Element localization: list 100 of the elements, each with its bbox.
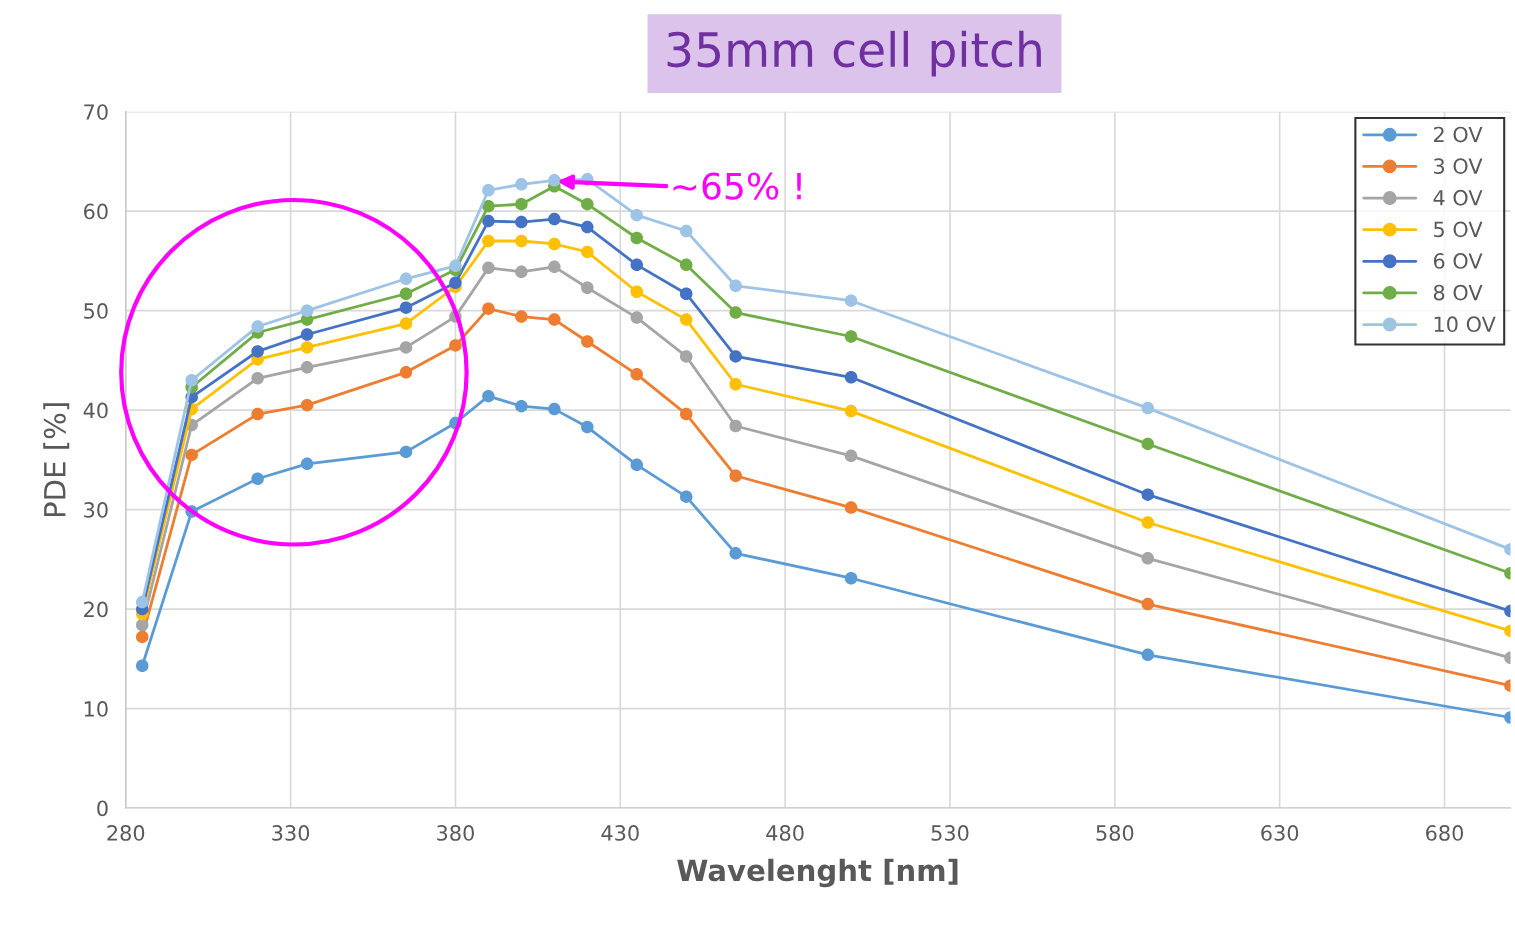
point	[1141, 552, 1155, 565]
point	[135, 618, 149, 632]
y-tick-label: 10	[84, 701, 108, 717]
point	[399, 445, 413, 459]
x-tick-label: 480	[766, 825, 804, 841]
x-tick-label: 380	[437, 825, 474, 841]
point	[251, 320, 264, 333]
x-tick-label: 330	[272, 825, 310, 841]
point	[581, 281, 594, 294]
y-tick-label: 20	[84, 601, 108, 618]
point	[581, 220, 594, 234]
point	[844, 294, 858, 307]
point	[300, 341, 314, 354]
y-tick-label: 40	[83, 402, 108, 419]
x-tick-label: 430	[601, 825, 639, 841]
annotation: ~65% !	[673, 172, 801, 200]
x-tick-label: 680	[1426, 825, 1464, 841]
legend-label: 2 OV	[1433, 126, 1483, 143]
point	[482, 261, 495, 275]
point	[548, 174, 561, 187]
chart-title: 35mm cell pitch	[667, 30, 1041, 77]
legend-label: 8 OV	[1433, 284, 1483, 301]
point	[630, 311, 644, 324]
point	[548, 237, 561, 251]
point	[844, 501, 858, 514]
y-tick-label: 70	[84, 104, 108, 120]
point	[399, 366, 413, 379]
point	[1141, 648, 1155, 662]
point	[482, 214, 495, 228]
point	[449, 259, 462, 273]
y-tick-label: 30	[84, 502, 108, 518]
point	[135, 595, 149, 609]
point	[679, 313, 693, 326]
point	[844, 371, 858, 384]
point	[844, 571, 858, 585]
point	[135, 659, 149, 673]
point	[515, 265, 528, 279]
point	[482, 302, 495, 315]
point	[135, 630, 149, 644]
point	[300, 361, 314, 374]
point	[729, 306, 742, 319]
point	[482, 184, 495, 197]
point	[251, 372, 264, 385]
point	[630, 368, 644, 381]
point	[679, 287, 693, 300]
point	[482, 199, 495, 213]
point	[399, 272, 413, 286]
point	[548, 260, 561, 274]
point	[482, 389, 495, 403]
x-axis-title: Wavelenght [nm]	[677, 858, 958, 888]
point	[1141, 488, 1155, 501]
y-tick-label: 50	[84, 303, 108, 319]
point	[515, 234, 528, 248]
point	[185, 374, 198, 387]
point	[300, 304, 314, 317]
point	[729, 469, 742, 483]
x-tick-label: 630	[1261, 825, 1299, 841]
point	[1141, 597, 1155, 611]
point	[449, 276, 462, 290]
point	[679, 490, 693, 503]
point	[630, 258, 644, 272]
y-tick-label: 0	[97, 800, 108, 817]
point	[300, 457, 314, 471]
point	[844, 404, 858, 418]
point	[729, 547, 742, 560]
point	[679, 407, 693, 421]
point	[729, 279, 742, 293]
point	[679, 258, 693, 272]
point	[1141, 401, 1155, 415]
point	[844, 330, 858, 343]
point	[729, 419, 742, 433]
point	[300, 398, 314, 412]
point	[581, 245, 594, 259]
point	[399, 287, 413, 300]
point	[581, 197, 594, 211]
legend-label: 3 OV	[1434, 158, 1483, 175]
x-tick-label: 530	[931, 825, 969, 841]
point	[581, 420, 594, 434]
point	[630, 285, 644, 298]
point	[515, 310, 528, 323]
point	[729, 350, 742, 363]
legend-label: 10 OV	[1434, 316, 1496, 333]
point	[630, 208, 644, 222]
point	[515, 215, 528, 229]
point	[399, 317, 413, 330]
point	[482, 234, 495, 248]
y-tick-label: 60	[84, 203, 108, 220]
x-tick-label: 280	[107, 825, 145, 841]
point	[548, 212, 561, 226]
point	[1141, 437, 1155, 451]
point	[630, 458, 644, 472]
point	[251, 472, 264, 485]
point	[185, 448, 198, 462]
point	[449, 339, 462, 352]
y-axis-title: PDE [%]	[43, 403, 70, 517]
point	[251, 345, 264, 358]
point	[548, 313, 561, 326]
point	[581, 335, 594, 348]
legend-label: 4 OV	[1433, 189, 1483, 206]
x-tick-label: 580	[1096, 825, 1134, 841]
